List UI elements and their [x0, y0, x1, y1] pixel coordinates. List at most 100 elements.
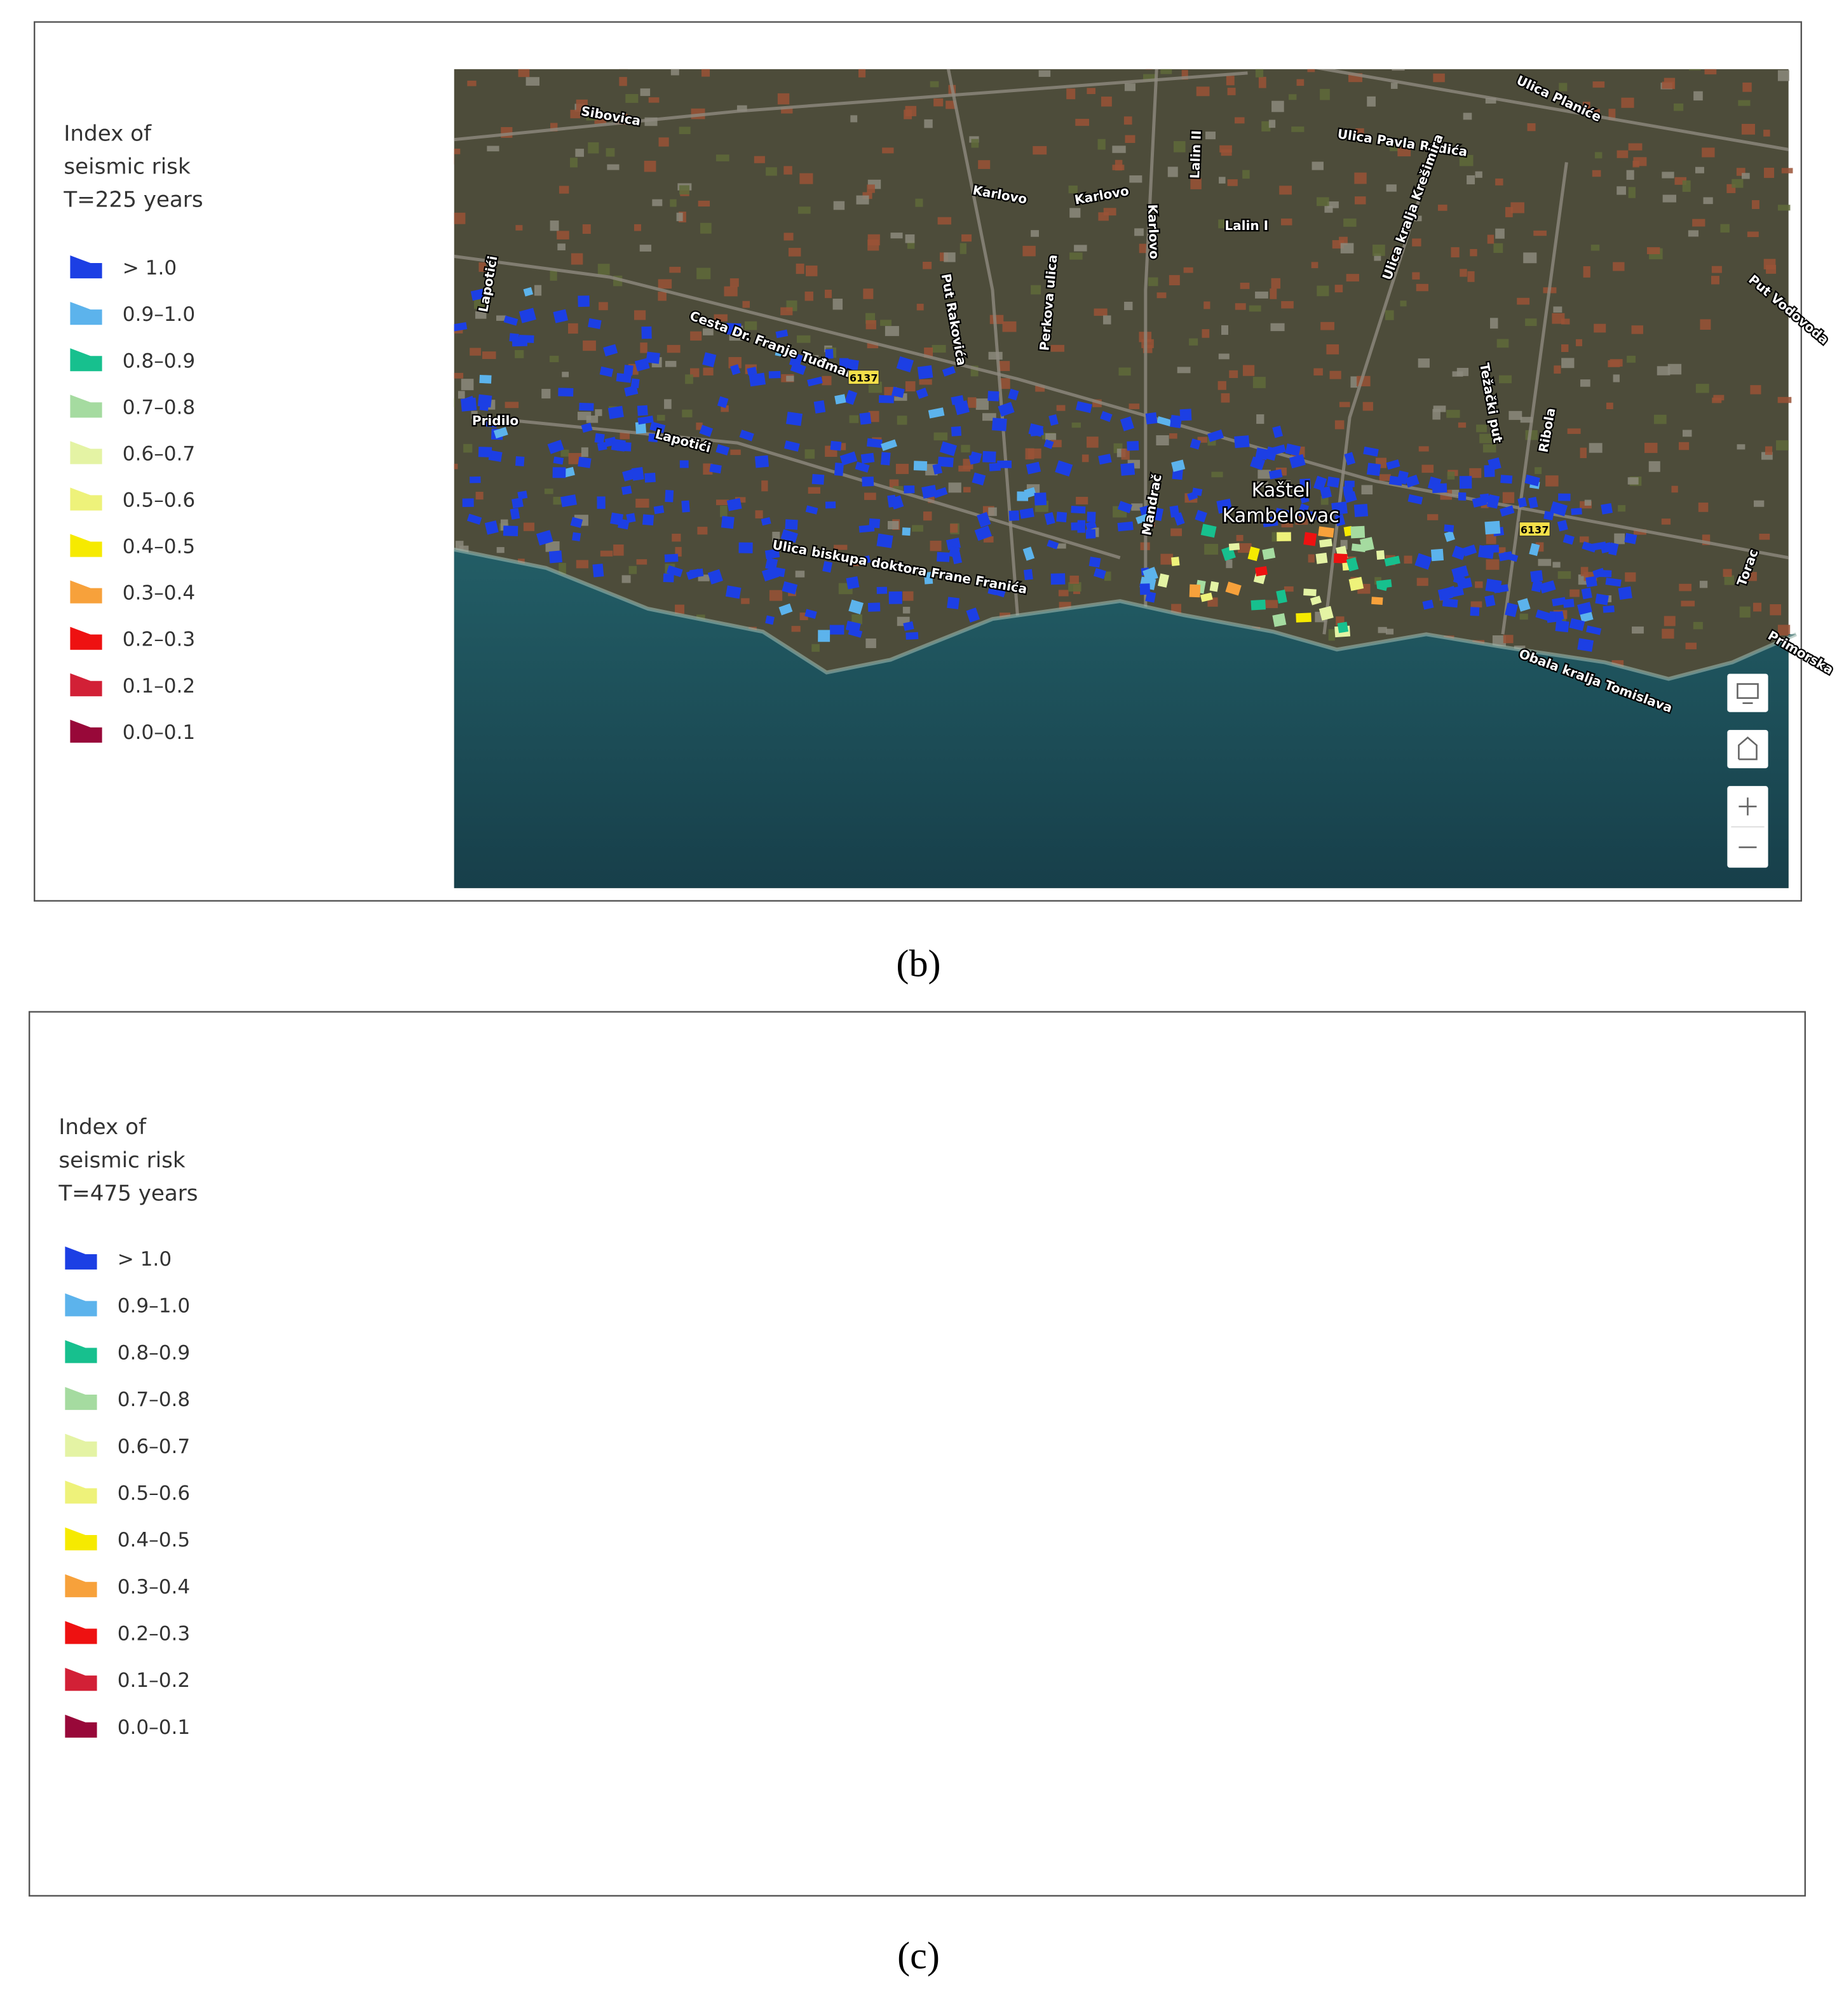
building [761, 566, 780, 582]
roof [1081, 454, 1089, 463]
building [896, 356, 914, 373]
roof [863, 288, 874, 299]
roof [1053, 543, 1066, 549]
roof [500, 519, 508, 531]
roof [1751, 200, 1759, 209]
roof [1374, 577, 1381, 585]
roof [786, 375, 794, 382]
building [818, 630, 830, 642]
roof [698, 200, 710, 206]
roof [1256, 481, 1268, 487]
building [839, 451, 858, 466]
building [1135, 513, 1150, 524]
building [786, 411, 803, 426]
legend-label: 0.0–0.1 [123, 721, 196, 744]
roof [1281, 301, 1294, 309]
building [1554, 611, 1564, 621]
roof [1271, 100, 1284, 112]
building [1500, 505, 1515, 517]
building [805, 505, 818, 515]
roof [1648, 461, 1660, 472]
building [1276, 589, 1287, 604]
roof [1446, 410, 1460, 418]
building [1376, 579, 1392, 589]
roof [1527, 123, 1536, 132]
roof [893, 485, 904, 492]
roof [1334, 420, 1345, 430]
building [667, 565, 683, 578]
roof [1031, 285, 1041, 295]
building [991, 417, 1007, 431]
building [510, 508, 520, 520]
building [867, 602, 881, 612]
roof [487, 145, 499, 152]
building [1289, 454, 1306, 469]
building [947, 597, 960, 609]
roof [1688, 69, 1701, 71]
roof [1386, 184, 1397, 192]
roof [698, 574, 710, 581]
roof [1688, 230, 1699, 237]
legend-swatch [70, 673, 102, 696]
roof [1679, 583, 1691, 592]
building [1228, 543, 1240, 551]
legend-swatch [65, 1340, 97, 1363]
roof [1692, 219, 1705, 227]
roof [1355, 128, 1364, 137]
building [603, 344, 618, 356]
building [1034, 492, 1047, 506]
roof [714, 314, 728, 321]
building [519, 335, 534, 343]
roof [597, 264, 610, 275]
building [579, 402, 594, 411]
fullscreen-button[interactable] [1727, 673, 1768, 712]
roof [675, 604, 684, 614]
building [867, 438, 883, 449]
building [607, 405, 624, 419]
roof [690, 331, 702, 341]
roof [652, 199, 663, 206]
building [942, 366, 956, 377]
roof [867, 184, 875, 193]
roof [1218, 219, 1230, 229]
roof [902, 591, 914, 601]
legend-label: 0.7–0.8 [123, 396, 196, 419]
building [1017, 491, 1029, 501]
roof [1050, 344, 1065, 352]
building [1571, 508, 1582, 515]
roof [971, 139, 979, 148]
building [989, 463, 1001, 471]
roof [474, 298, 485, 309]
building [844, 389, 858, 405]
building [1442, 598, 1458, 608]
roof [856, 195, 869, 205]
roof [744, 321, 757, 330]
building [1225, 581, 1242, 596]
zoom-controls[interactable] [1727, 786, 1768, 868]
street-label: Pridilo [472, 413, 519, 428]
building [1360, 537, 1374, 552]
home-button[interactable] [1727, 729, 1768, 769]
legend-label: 0.4–0.5 [123, 536, 196, 558]
building [1310, 595, 1322, 605]
building [515, 456, 525, 467]
roof [1711, 266, 1722, 273]
roof [1235, 117, 1245, 124]
building [679, 460, 689, 468]
roof [1776, 440, 1789, 450]
shore [454, 547, 1797, 681]
roof [1291, 126, 1305, 132]
roof [1712, 397, 1722, 403]
building [1348, 576, 1364, 592]
roof [1173, 141, 1186, 152]
building [1306, 511, 1318, 520]
roof [1320, 496, 1329, 505]
roof [1617, 150, 1629, 158]
roof [791, 626, 801, 632]
roof [1777, 205, 1791, 211]
building [560, 494, 578, 508]
building [1056, 511, 1068, 523]
roof [944, 252, 956, 262]
building [1586, 625, 1602, 635]
building [1272, 613, 1287, 627]
